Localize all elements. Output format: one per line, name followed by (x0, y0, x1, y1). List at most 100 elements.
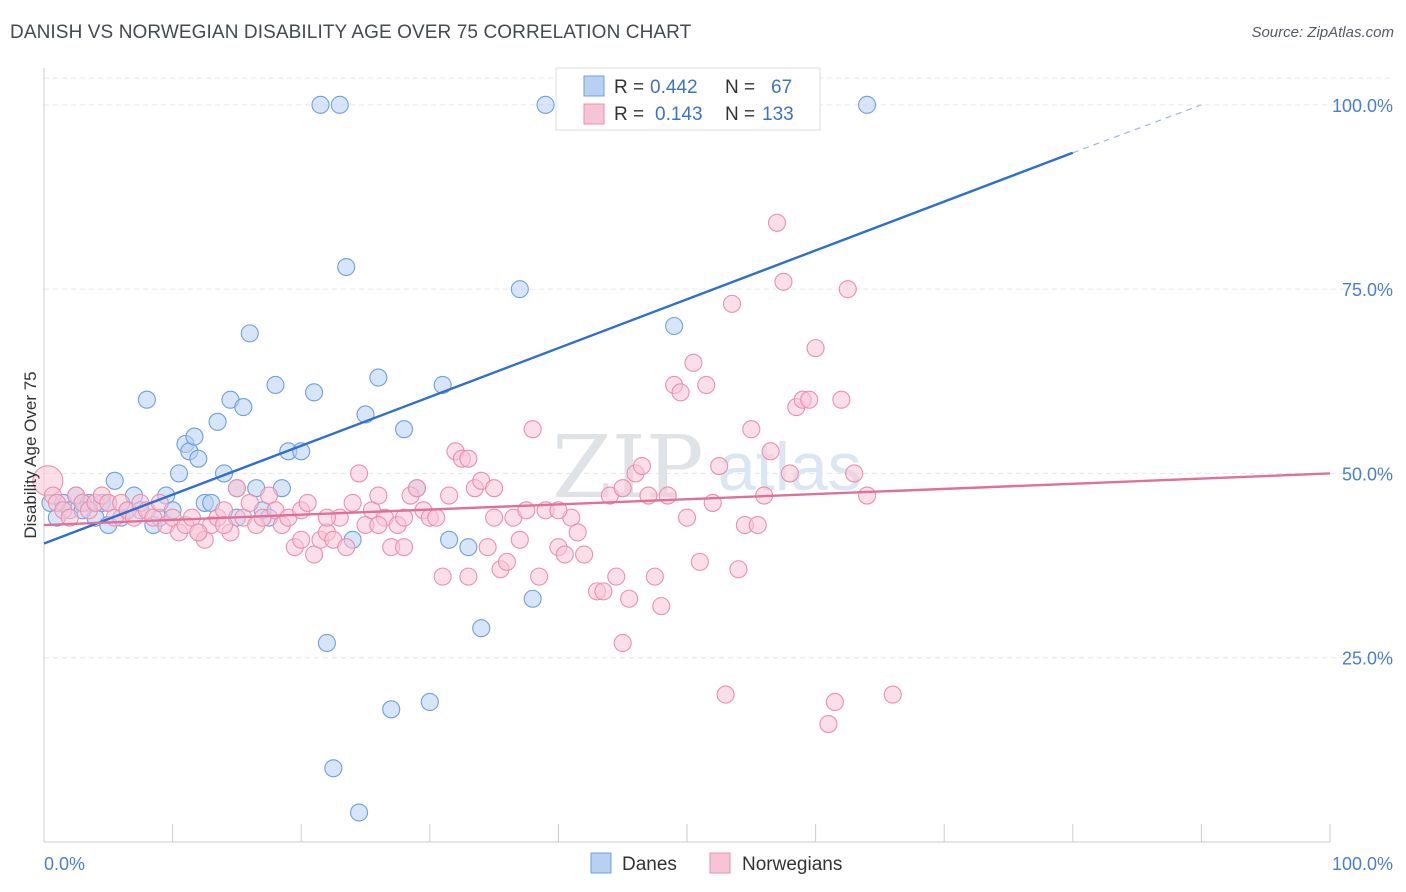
norwegian-point (478, 538, 497, 557)
dane-point (185, 427, 204, 446)
dane-point (208, 412, 227, 431)
norwegian-point (710, 457, 729, 476)
norwegian-point (594, 582, 613, 601)
axes (43, 68, 1331, 843)
norwegian-point (60, 508, 79, 527)
norwegian-point (240, 493, 259, 512)
dane-point (665, 316, 684, 336)
norwegian-point (780, 464, 799, 483)
norwegian-point (343, 493, 362, 512)
norwegian-point (767, 213, 787, 232)
norwegian-point (748, 515, 767, 535)
legend-bottom-danes-swatch (590, 852, 612, 874)
norwegian-point (317, 508, 336, 527)
norwegian-point (613, 479, 632, 498)
dane-point (337, 257, 356, 277)
y-tick-label-0: 25.0% (1342, 649, 1393, 669)
gridlines (44, 77, 1390, 659)
dane-point (330, 95, 349, 114)
norwegian-point (677, 508, 697, 527)
legend-norwegians-r-label: R = (614, 104, 644, 125)
norwegian-point (774, 272, 793, 291)
norwegian-point (620, 589, 639, 608)
dane-point (523, 589, 542, 608)
dane-point (536, 95, 555, 114)
norwegian-point (214, 515, 234, 535)
legend-bottom-norwegians-label: Norwegians (742, 854, 842, 875)
dane-point (369, 368, 388, 387)
dane-point (440, 530, 459, 549)
x-tick-label-min: 0.0% (44, 854, 85, 874)
norwegian-point (298, 493, 317, 512)
norwegian-point (690, 552, 709, 571)
legend-danes-r-value: 0.442 (650, 77, 698, 98)
norwegian-point (607, 567, 626, 586)
norwegian-point (549, 501, 568, 520)
legend-danes-n-label: N = (725, 77, 755, 98)
legend-bottom: Danes Norwegians (590, 852, 842, 875)
norwegian-point (716, 685, 735, 704)
norwegians-points (32, 213, 902, 734)
norwegian-point (369, 486, 388, 505)
dane-point (137, 390, 156, 409)
dane-point (382, 700, 401, 719)
norwegian-point (497, 552, 517, 571)
norwegian-point (671, 383, 690, 402)
legend-norwegians-swatch (583, 103, 605, 125)
norwegian-point (227, 479, 246, 498)
norwegian-point (832, 390, 851, 409)
norwegian-point (485, 479, 504, 498)
y-tick-label-3: 100.0% (1332, 96, 1393, 116)
norwegian-point (761, 442, 780, 461)
legend-norwegians-n-value: 133 (762, 104, 794, 125)
norwegian-point (838, 280, 857, 299)
norwegian-point (825, 692, 844, 711)
norwegian-point (742, 420, 761, 439)
norwegian-point (189, 523, 208, 542)
legend-danes-swatch (583, 75, 605, 97)
dane-point (305, 383, 324, 402)
norwegian-point (645, 567, 664, 586)
dane-point (472, 619, 491, 638)
legend-norwegians-n-label: N = (725, 104, 755, 125)
norwegian-point (459, 449, 478, 468)
norwegian-point (697, 375, 716, 395)
y-tick-label-2: 75.0% (1342, 280, 1393, 300)
trend-line-extension-0 (1072, 104, 1202, 154)
norwegian-point (427, 508, 446, 527)
dane-point (105, 471, 124, 490)
trend-line-0 (43, 151, 1074, 545)
norwegian-point (440, 486, 459, 505)
norwegian-point (350, 464, 369, 483)
chart-source: Source: ZipAtlas.com (1251, 24, 1394, 41)
dane-point (395, 420, 414, 439)
norwegian-point (575, 545, 594, 564)
norwegian-point (613, 633, 632, 653)
norwegian-point (395, 508, 414, 527)
dane-point (234, 398, 253, 417)
norwegian-point (568, 523, 587, 542)
norwegian-point (485, 508, 504, 527)
norwegian-point (632, 457, 652, 476)
norwegian-point (407, 479, 426, 498)
dane-point (266, 375, 285, 395)
dane-point (857, 95, 877, 114)
y-tick-label-1: 50.0% (1342, 464, 1393, 484)
norwegian-point (523, 420, 542, 439)
norwegian-point (729, 560, 748, 579)
y-tick-labels: 25.0% 50.0% 75.0% 100.0% (1332, 96, 1393, 669)
norwegian-point (369, 515, 388, 535)
norwegian-point (658, 486, 677, 505)
dane-point (324, 759, 343, 778)
norwegian-point (857, 486, 877, 505)
legend-danes-n-value: 67 (771, 77, 792, 98)
norwegian-point (459, 567, 478, 586)
dane-point (350, 803, 369, 822)
norwegian-point (845, 464, 864, 483)
norwegian-point (433, 567, 452, 586)
norwegian-point (883, 685, 902, 704)
norwegian-point (555, 545, 574, 564)
dane-point (317, 633, 336, 653)
norwegian-point (819, 715, 838, 734)
norwegian-point (510, 530, 529, 549)
